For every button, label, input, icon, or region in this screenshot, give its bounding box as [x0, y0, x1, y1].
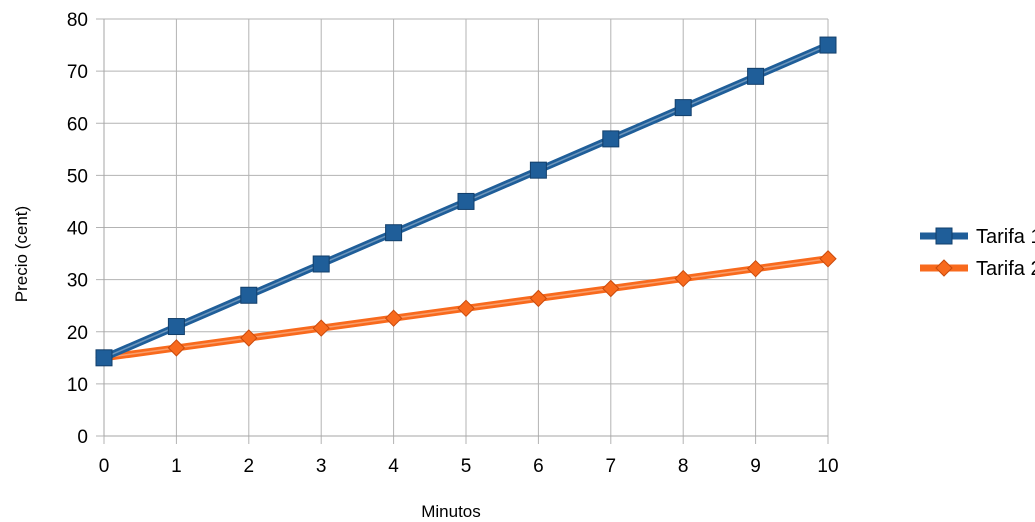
data-point-tarifa-2: [167, 339, 186, 357]
x-axis-ticks: 0 1 2 3 4 5 6 7 8 9 10: [99, 456, 839, 477]
x-tick-label: 7: [606, 456, 617, 477]
data-point-tarifa-1: [602, 130, 620, 148]
grid: [96, 18, 829, 444]
x-tick-label: 3: [316, 456, 327, 477]
data-point-tarifa-2: [819, 250, 837, 268]
y-tick-label: 40: [67, 219, 88, 240]
x-tick-label: 5: [461, 456, 472, 477]
x-tick-label: 1: [171, 456, 182, 477]
y-axis-ticks: 0 10 20 30 40 50 60 70 80: [67, 10, 88, 448]
y-tick-label: 60: [67, 114, 88, 135]
legend: Tarifa 1 Tarifa 2: [920, 226, 1035, 280]
data-point-tarifa-2: [529, 289, 548, 308]
x-tick-label: 9: [750, 456, 761, 477]
x-tick-label: 6: [533, 456, 544, 477]
x-tick-label: 8: [678, 456, 689, 477]
data-point-tarifa-2: [602, 279, 620, 298]
x-tick-label: 10: [817, 456, 838, 477]
legend-item-tarifa-2: Tarifa 2: [920, 258, 1035, 280]
data-point-tarifa-1: [747, 67, 765, 85]
y-tick-label: 70: [67, 62, 88, 83]
y-tick-label: 50: [67, 166, 88, 187]
y-tick-label: 30: [67, 271, 88, 292]
y-tick-label: 10: [67, 375, 88, 396]
legend-swatch-marker: [935, 227, 953, 245]
data-point-tarifa-1: [457, 192, 475, 210]
series-tarifa-1: [95, 36, 837, 367]
legend-label: Tarifa 1: [976, 226, 1035, 248]
data-point-tarifa-2: [240, 329, 258, 347]
data-point-tarifa-2: [312, 319, 330, 337]
data-point-tarifa-1: [167, 318, 185, 336]
legend-swatch-marker: [935, 259, 953, 277]
data-point-tarifa-1: [95, 349, 113, 367]
data-point-tarifa-1: [674, 99, 692, 117]
x-tick-label: 0: [99, 456, 110, 477]
y-tick-label: 80: [67, 10, 88, 31]
series-layer: [95, 36, 837, 367]
x-tick-label: 4: [388, 456, 399, 477]
data-point-tarifa-1: [312, 255, 330, 273]
data-point-tarifa-2: [746, 259, 765, 278]
y-axis-title: Precio (cent): [12, 206, 31, 302]
data-point-tarifa-2: [384, 309, 403, 327]
y-tick-label: 20: [67, 323, 88, 344]
data-point-tarifa-1: [529, 161, 547, 179]
legend-item-tarifa-1: Tarifa 1: [920, 226, 1035, 248]
x-axis-title: Minutos: [421, 502, 481, 521]
data-point-tarifa-1: [819, 36, 837, 54]
legend-label: Tarifa 2: [976, 258, 1035, 280]
y-tick-label: 0: [77, 427, 88, 448]
data-point-tarifa-1: [240, 286, 258, 304]
data-point-tarifa-2: [457, 299, 475, 318]
data-point-tarifa-1: [385, 224, 403, 242]
x-tick-label: 2: [244, 456, 255, 477]
data-point-tarifa-2: [674, 269, 692, 288]
